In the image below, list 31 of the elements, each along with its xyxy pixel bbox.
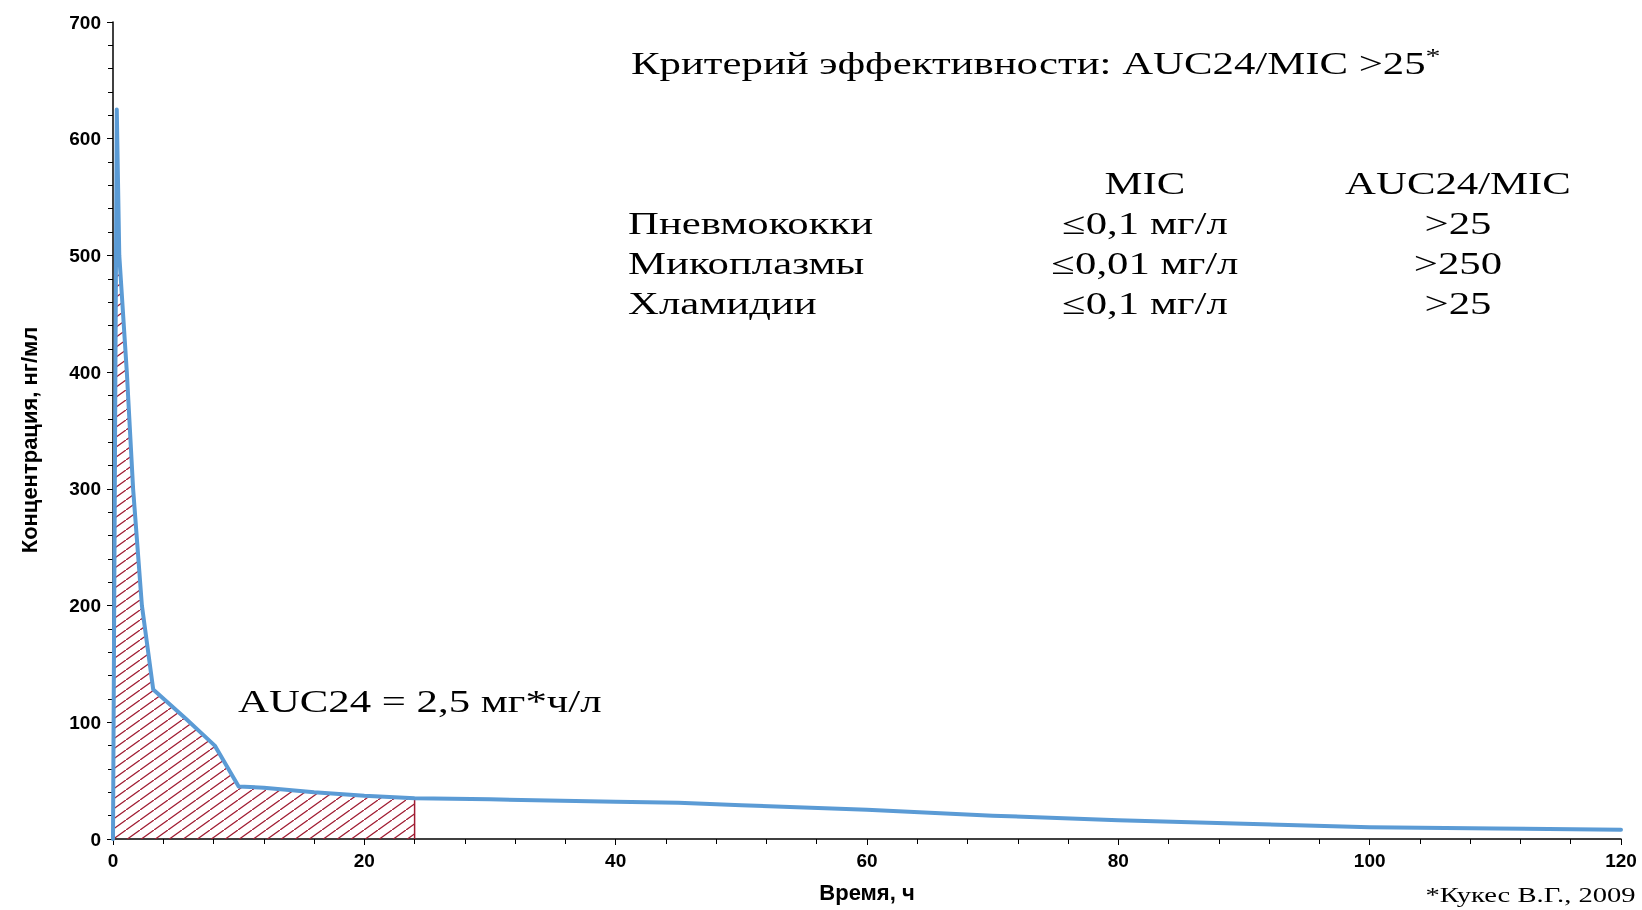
x-tick-label: 100 xyxy=(1353,850,1386,871)
annotation: >250 xyxy=(1413,246,1503,281)
annotation: AUC24 = 2,5 мг*ч/л xyxy=(238,684,602,719)
y-axis-title: Концентрация, нг/мл xyxy=(17,326,43,554)
y-tick-label: 400 xyxy=(69,361,101,383)
annotation: Хламидии xyxy=(628,286,817,321)
x-tick-label: 0 xyxy=(107,850,119,871)
y-tick-label: 600 xyxy=(69,128,101,150)
y-tick-label: 700 xyxy=(69,11,101,33)
annotation: MIC xyxy=(1104,166,1186,201)
y-tick-label: 100 xyxy=(69,711,101,733)
annotation: ≤0,1 мг/л xyxy=(1062,206,1228,241)
x-tick-label: 120 xyxy=(1605,850,1637,871)
x-tick-label: 40 xyxy=(605,850,627,871)
x-axis-title: Время, ч xyxy=(819,880,915,906)
text: Критерий эффективности: AUC24/MIC >25$^{*}$ xyxy=(631,44,1441,82)
annotation: AUC24/MIC xyxy=(1345,166,1571,201)
y-tick-label: 300 xyxy=(69,478,101,500)
annotation: ≤0,01 мг/л xyxy=(1051,246,1239,281)
annotation: Пневмококки xyxy=(628,206,874,241)
x-tick-label: 80 xyxy=(1107,850,1129,871)
y-tick-label: 0 xyxy=(90,828,101,850)
annotation: >25 xyxy=(1424,206,1492,241)
text: *Кукес В.Г., 2009 xyxy=(1425,882,1636,907)
annotation: ≤0,1 мг/л xyxy=(1062,286,1228,321)
x-tick-label: 60 xyxy=(856,850,878,871)
annotation: Микоплазмы xyxy=(628,246,865,281)
y-tick-label: 500 xyxy=(69,244,101,266)
annotation: >25 xyxy=(1424,286,1492,321)
y-tick-label: 200 xyxy=(69,595,101,617)
x-tick-label: 20 xyxy=(353,850,375,871)
